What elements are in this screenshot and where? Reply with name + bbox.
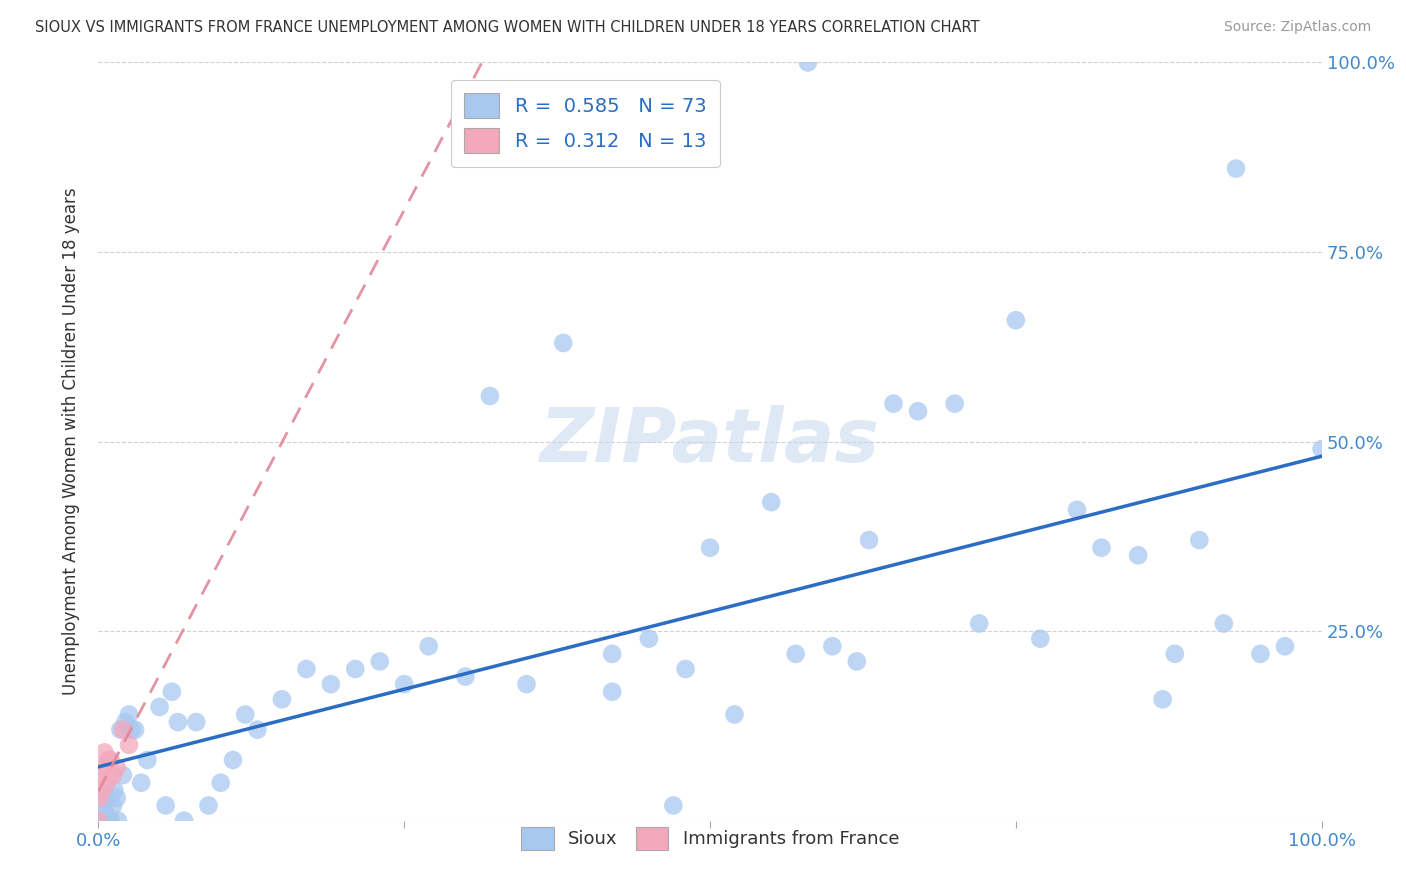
Point — [858, 533, 880, 548]
Point — [90, 768, 112, 782]
Point — [120, 723, 142, 737]
Point — [1029, 632, 1052, 646]
Point — [392, 677, 416, 691]
Point — [1090, 541, 1112, 555]
Point — [1188, 533, 1211, 548]
Point — [136, 753, 159, 767]
Point — [167, 715, 190, 730]
Point — [295, 662, 318, 676]
Point — [821, 639, 844, 653]
Point — [100, 814, 122, 828]
Point — [785, 647, 807, 661]
Point — [270, 692, 294, 706]
Point — [209, 776, 232, 790]
Point — [118, 738, 141, 752]
Point — [101, 798, 124, 813]
Point — [1274, 639, 1296, 653]
Point — [233, 707, 256, 722]
Point — [319, 677, 342, 691]
Point — [91, 760, 114, 774]
Y-axis label: Unemployment Among Women with Children Under 18 years: Unemployment Among Women with Children U… — [62, 187, 80, 696]
Point — [246, 723, 269, 737]
Point — [761, 495, 783, 509]
Point — [118, 707, 141, 722]
Point — [91, 798, 114, 813]
Point — [103, 783, 125, 797]
Point — [97, 753, 120, 767]
Text: SIOUX VS IMMIGRANTS FROM FRANCE UNEMPLOYMENT AMONG WOMEN WITH CHILDREN UNDER 18 : SIOUX VS IMMIGRANTS FROM FRANCE UNEMPLOY… — [35, 20, 980, 35]
Point — [637, 632, 661, 646]
Point — [845, 655, 868, 669]
Point — [94, 814, 117, 828]
Point — [114, 715, 136, 730]
Point — [600, 685, 623, 699]
Point — [124, 723, 146, 737]
Point — [197, 798, 219, 813]
Point — [97, 810, 120, 824]
Point — [101, 768, 124, 782]
Point — [883, 396, 905, 410]
Point — [1225, 161, 1247, 176]
Point — [1164, 647, 1187, 661]
Point — [797, 55, 820, 70]
Point — [368, 655, 391, 669]
Point — [418, 639, 440, 653]
Point — [1212, 616, 1234, 631]
Point — [515, 677, 537, 691]
Point — [344, 662, 367, 676]
Point — [155, 798, 177, 813]
Point — [90, 814, 112, 828]
Point — [907, 404, 929, 418]
Point — [943, 396, 966, 410]
Point — [1128, 548, 1150, 563]
Point — [89, 791, 111, 805]
Text: ZIPatlas: ZIPatlas — [540, 405, 880, 478]
Point — [105, 791, 128, 805]
Point — [186, 715, 208, 730]
Point — [98, 814, 121, 828]
Point — [675, 662, 697, 676]
Point — [553, 335, 575, 350]
Point — [222, 753, 245, 767]
Point — [173, 814, 195, 828]
Point — [96, 776, 118, 790]
Point — [91, 814, 114, 828]
Point — [110, 723, 132, 737]
Point — [1152, 692, 1174, 706]
Point — [699, 541, 721, 555]
Point — [111, 768, 134, 782]
Point — [91, 783, 114, 797]
Point — [149, 699, 172, 714]
Point — [93, 806, 115, 821]
Point — [1310, 442, 1333, 457]
Point — [600, 647, 623, 661]
Point — [105, 760, 128, 774]
Point — [96, 791, 118, 805]
Point — [967, 616, 990, 631]
Point — [129, 776, 152, 790]
Point — [87, 814, 110, 828]
Point — [160, 685, 183, 699]
Point — [1004, 313, 1026, 327]
Point — [478, 389, 501, 403]
Point — [107, 814, 129, 828]
Legend: Sioux, Immigrants from France: Sioux, Immigrants from France — [513, 820, 907, 857]
Point — [100, 753, 122, 767]
Point — [93, 746, 115, 760]
Point — [111, 723, 134, 737]
Text: Source: ZipAtlas.com: Source: ZipAtlas.com — [1223, 20, 1371, 34]
Point — [454, 669, 477, 683]
Point — [1249, 647, 1271, 661]
Point — [1066, 503, 1088, 517]
Point — [662, 798, 685, 813]
Point — [723, 707, 745, 722]
